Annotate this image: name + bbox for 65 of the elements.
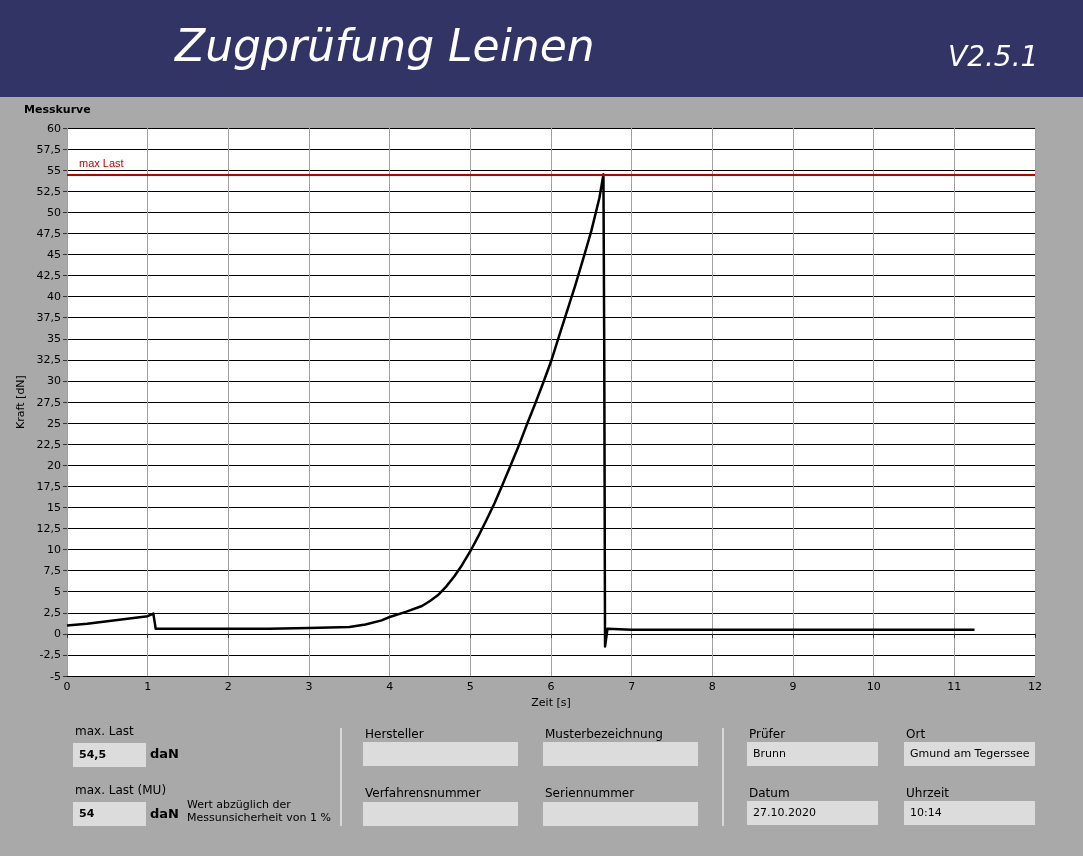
x-tick-label: 0 (63, 680, 71, 693)
y-tick-label: 42,5 (36, 269, 61, 283)
y-tick-label: 37,5 (36, 311, 61, 325)
x-tick-label: 2 (224, 680, 232, 693)
y-tick-label: 30 (47, 374, 61, 388)
y-tick-label: -2,5 (39, 648, 61, 662)
x-tick-label: 9 (789, 680, 797, 693)
text: Hersteller (365, 727, 424, 741)
y-tick-label: 60 (47, 121, 61, 135)
text: Verfahrensnummer (365, 786, 481, 800)
text: Musterbezeichnung (545, 727, 663, 741)
x-tick-label: 7 (628, 680, 636, 693)
text: daN (150, 746, 179, 761)
x-tick-label: 4 (386, 680, 394, 693)
y-tick-label: 27,5 (36, 395, 61, 409)
text: Wert abzüglich der Messunsicherheit von 1 % (187, 798, 332, 824)
y-tick-label: 25 (47, 416, 61, 430)
text: Brunn (747, 742, 878, 766)
text: 10:14 (904, 801, 1035, 825)
y-tick-label: 10 (47, 543, 61, 557)
x-tick-label: 10 (866, 680, 881, 693)
ref-line-label: max Last (79, 156, 124, 169)
x-tick-label: 6 (547, 680, 555, 693)
text: Prüfer (749, 727, 786, 741)
chart-title: Zugprüfung Leinen (175, 20, 595, 71)
y-axis-title: Kraft [dN] (13, 375, 27, 429)
y-tick-label: 15 (47, 500, 61, 514)
y-tick-label: 35 (47, 332, 61, 346)
text: max. Last (75, 724, 134, 738)
text: Ort (906, 727, 926, 741)
y-tick-label: 0 (54, 627, 61, 641)
y-tick-label: -5 (50, 669, 61, 683)
y-tick-label: 55 (47, 163, 61, 177)
text: Datum (749, 786, 790, 800)
y-tick-label: 45 (47, 247, 61, 261)
chart-subtitle: Messkurve (24, 103, 91, 116)
y-tick-label: 47,5 (36, 226, 61, 240)
y-tick-label: 50 (47, 205, 61, 219)
y-tick-label: 7,5 (43, 564, 61, 578)
text: 54 (73, 802, 146, 826)
x-tick-label: 8 (708, 680, 716, 693)
y-tick-label: 52,5 (36, 184, 61, 198)
text: Gmund am Tegerssee (904, 742, 1035, 766)
text: V2.5.1 (948, 40, 1039, 73)
x-tick-label: 11 (947, 680, 962, 693)
y-tick-label: 2,5 (43, 606, 61, 620)
y-tick-label: 22,5 (36, 437, 61, 451)
text: Seriennummer (545, 786, 635, 800)
x-tick-label: 12 (1028, 680, 1042, 693)
y-tick-label: 20 (47, 458, 61, 472)
y-tick-label: 32,5 (36, 353, 61, 367)
x-tick-label: 3 (305, 680, 313, 693)
x-tick-label: 5 (466, 680, 474, 693)
y-tick-label: 40 (47, 290, 61, 304)
x-axis-title: Zeit [s] (531, 695, 571, 709)
text: 27.10.2020 (747, 801, 878, 825)
text: 54,5 (73, 743, 146, 767)
y-tick-label: 12,5 (36, 521, 61, 535)
text: max. Last (MU) (75, 783, 167, 797)
x-tick-label: 1 (144, 680, 152, 693)
y-tick-label: 5 (54, 585, 61, 599)
text: daN (150, 806, 179, 821)
y-tick-label: 17,5 (36, 479, 61, 493)
text: Uhrzeit (906, 786, 950, 800)
y-tick-label: 57,5 (36, 142, 61, 156)
